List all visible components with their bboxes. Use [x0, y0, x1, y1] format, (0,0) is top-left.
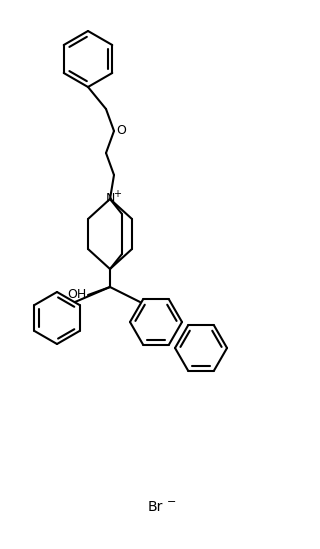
Text: +: + — [113, 189, 121, 199]
Text: N: N — [105, 193, 115, 205]
Text: −: − — [167, 497, 176, 507]
Text: Br: Br — [148, 500, 164, 514]
Text: O: O — [116, 125, 126, 137]
Text: OH: OH — [67, 289, 86, 301]
